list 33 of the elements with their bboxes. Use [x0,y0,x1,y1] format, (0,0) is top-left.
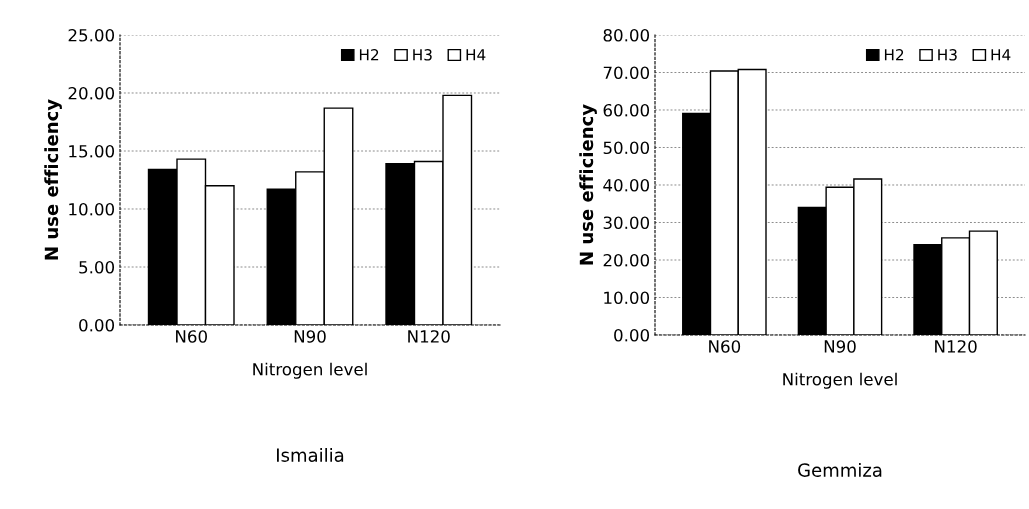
y-tick-label: 25.00 [68,28,115,42]
y-tick-label: 20.00 [68,86,115,100]
legend-label: H3 [413,49,432,61]
y-axis-title: N use efficiency [579,104,597,265]
y-tick-label: 10.00 [69,202,115,216]
y-tick-label: 20.00 [603,253,650,267]
x-tick-label: N60 [176,330,207,343]
y-tick-label: 5.00 [79,260,115,274]
legend-label: H4 [466,49,486,61]
text: Ismailia [277,447,344,462]
y-tick-label: 15.00 [69,144,115,158]
x-tick-label: N120 [408,330,450,343]
legend-label: H3 [938,49,957,61]
x-tick-label: N60 [709,340,741,353]
legend-label: H2 [359,49,379,61]
legend-label: H4 [991,49,1011,61]
y-tick-label: 30.00 [603,216,650,230]
y-tick-label: 0.00 [79,318,115,332]
x-axis-title: Nitrogen level [253,362,367,379]
y-tick-label: 0.00 [614,328,650,342]
y-tick-label: 50.00 [603,141,650,155]
y-tick-label: 70.00 [603,66,650,80]
x-tick-label: N90 [294,330,326,343]
y-tick-label: 10.00 [604,291,650,305]
x-axis-title: Nitrogen level [783,372,897,389]
y-tick-label: 40.00 [603,178,650,192]
legend-label: H2 [884,49,904,61]
y-tick-label: 80.00 [603,28,650,42]
x-tick-label: N90 [824,340,856,353]
text: Gemmiza [798,462,882,477]
x-tick-label: N120 [935,340,977,353]
y-axis-title: N use efficiency [44,99,62,260]
y-tick-label: 60.00 [603,103,650,117]
